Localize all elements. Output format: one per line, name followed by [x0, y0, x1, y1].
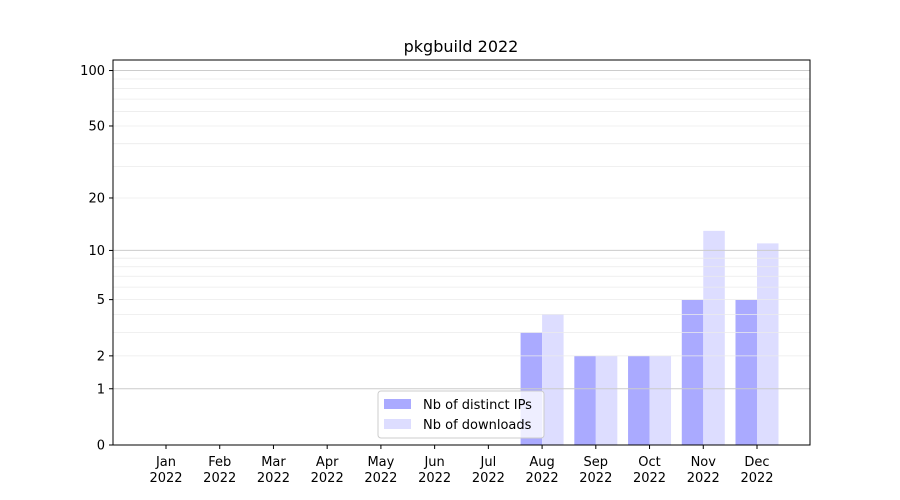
bar-downloads-10	[703, 230, 725, 445]
x-tick-label: Jan	[155, 455, 176, 470]
bar-downloads-9	[649, 355, 672, 445]
y-tick-label: 10	[88, 244, 105, 259]
y-tick-label: 0	[97, 439, 105, 454]
bar-ips-9	[628, 355, 650, 445]
x-tick-label: Sep	[584, 455, 609, 470]
x-tick-label: Apr	[316, 455, 339, 470]
y-tick-label: 2	[97, 349, 105, 364]
x-tick-label: May	[367, 455, 394, 470]
x-tick-label: Nov	[691, 455, 717, 470]
axes: 0125102050100Jan2022Feb2022Mar2022Apr202…	[80, 59, 811, 486]
legend-box	[377, 390, 545, 439]
bar-downloads-7	[542, 314, 564, 445]
x-tick-label: 2022	[526, 471, 559, 486]
x-tick-label: Oct	[638, 455, 660, 470]
legend-swatch	[384, 399, 411, 409]
x-tick-label: Jun	[423, 455, 444, 470]
x-tick-label: Mar	[261, 455, 286, 470]
bar-downloads-8	[595, 355, 618, 445]
x-tick-label: Feb	[208, 455, 231, 470]
x-tick-label: 2022	[311, 471, 344, 486]
bar-ips-11	[735, 299, 757, 445]
x-tick-label: 2022	[633, 471, 666, 486]
bar-ips-8	[574, 355, 596, 445]
x-tick-label: 2022	[364, 471, 397, 486]
bars	[520, 230, 779, 445]
chart-title: pkgbuild 2022	[404, 37, 519, 56]
x-tick-label: 2022	[203, 471, 236, 486]
plot-frame	[112, 59, 811, 446]
legend-label: Nb of downloads	[423, 418, 532, 433]
legend-swatch	[384, 419, 411, 429]
y-tick-label: 50	[88, 119, 105, 134]
x-tick-label: 2022	[472, 471, 505, 486]
legend: Nb of distinct IPs Nb of downloads	[377, 390, 545, 439]
x-tick-label: Jul	[480, 455, 497, 470]
x-tick-label: 2022	[418, 471, 451, 486]
x-tick-label: 2022	[740, 471, 773, 486]
x-tick-label: 2022	[257, 471, 290, 486]
y-tick-label: 20	[88, 191, 105, 206]
x-tick-label: 2022	[579, 471, 612, 486]
y-tick-label: 100	[80, 64, 105, 79]
x-tick-label: 2022	[149, 471, 182, 486]
x-tick-label: Aug	[529, 455, 554, 470]
y-tick-label: 5	[97, 293, 105, 308]
bar-ips-10	[681, 299, 704, 445]
legend-label: Nb of distinct IPs	[423, 398, 532, 413]
x-tick-label: 2022	[687, 471, 720, 486]
y-tick-label: 1	[97, 382, 105, 397]
bar-downloads-11	[757, 243, 779, 445]
x-tick-label: Dec	[744, 455, 769, 470]
